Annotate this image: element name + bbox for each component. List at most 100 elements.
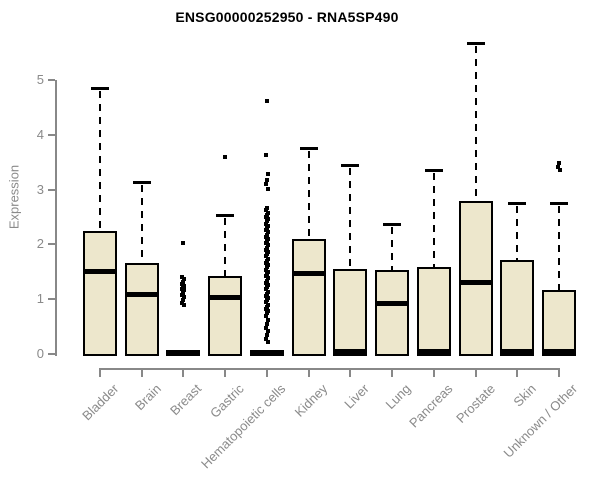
outlier-point xyxy=(182,288,186,292)
x-tick xyxy=(308,368,310,377)
median-brain xyxy=(125,292,159,297)
x-tick xyxy=(182,368,184,377)
y-tick xyxy=(48,353,55,355)
box-lung xyxy=(375,270,409,356)
y-tick xyxy=(48,189,55,191)
whisker-cap-kidney xyxy=(300,147,318,150)
x-tick xyxy=(224,368,226,377)
whisker-liver xyxy=(349,168,351,270)
outlier-point xyxy=(264,208,268,212)
whisker-cap-unknown-other xyxy=(550,202,568,205)
x-axis-line xyxy=(99,368,560,370)
whisker-cap-brain xyxy=(133,181,151,184)
outlier-point xyxy=(265,219,269,223)
outlier-point xyxy=(264,300,268,304)
y-axis-line xyxy=(55,80,57,356)
whisker-cap-gastric xyxy=(216,214,234,217)
whisker-brain xyxy=(141,185,143,265)
outlier-point xyxy=(264,314,268,318)
median-pancreas xyxy=(417,349,451,354)
median-bladder xyxy=(83,269,117,274)
outlier-point xyxy=(266,243,270,247)
box-brain xyxy=(125,263,159,356)
x-axis-label-unknown-other: Unknown / Other xyxy=(501,381,581,461)
y-tick xyxy=(48,298,55,300)
median-breast xyxy=(166,350,200,355)
outlier-point xyxy=(557,161,561,165)
x-axis-label-liver: Liver xyxy=(341,381,372,412)
x-tick xyxy=(558,368,560,377)
outlier-point xyxy=(266,276,270,280)
box-kidney xyxy=(292,239,326,356)
outlier-point xyxy=(266,340,270,344)
x-axis-label-bladder: Bladder xyxy=(79,381,122,424)
whisker-gastric xyxy=(224,218,226,277)
box-bladder xyxy=(83,231,117,356)
outlier-point xyxy=(558,168,562,172)
chart-title: ENSG00000252950 - RNA5SP490 xyxy=(175,9,399,25)
whisker-cap-prostate xyxy=(467,42,485,45)
x-axis-label-gastric: Gastric xyxy=(206,381,247,421)
whisker-cap-skin xyxy=(508,202,526,205)
outlier-point xyxy=(265,178,269,182)
y-tick-label: 2 xyxy=(36,236,44,251)
x-tick xyxy=(141,368,143,377)
outlier-point xyxy=(182,277,186,281)
whisker-cap-liver xyxy=(341,164,359,167)
outlier-point xyxy=(266,329,270,333)
y-tick xyxy=(48,243,55,245)
median-unknown-other xyxy=(542,349,576,354)
outlier-point xyxy=(182,303,186,307)
y-tick-label: 3 xyxy=(36,182,44,197)
x-axis-label-kidney: Kidney xyxy=(291,381,331,420)
median-kidney xyxy=(292,271,326,276)
whisker-prostate xyxy=(475,46,477,202)
outlier-point xyxy=(181,298,185,302)
x-tick xyxy=(391,368,393,377)
x-axis-label-lung: Lung xyxy=(382,381,414,413)
median-skin xyxy=(500,349,534,354)
box-liver xyxy=(333,269,367,356)
whisker-pancreas xyxy=(433,173,435,269)
whisker-bladder xyxy=(99,91,101,233)
x-axis-label-breast: Breast xyxy=(167,381,205,419)
x-tick xyxy=(516,368,518,377)
outlier-point xyxy=(265,322,269,326)
outlier-point xyxy=(266,172,270,176)
y-tick xyxy=(48,79,55,81)
box-unknown-other xyxy=(542,290,576,356)
x-tick xyxy=(349,368,351,377)
outlier-point xyxy=(264,287,268,291)
whisker-cap-lung xyxy=(383,223,401,226)
outlier-point xyxy=(265,99,269,103)
outlier-point xyxy=(266,318,270,322)
outlier-point xyxy=(264,326,268,330)
outlier-point xyxy=(265,333,269,337)
median-liver xyxy=(333,349,367,354)
box-skin xyxy=(500,260,534,356)
outlier-point xyxy=(264,254,268,258)
x-axis-label-brain: Brain xyxy=(131,381,164,414)
y-tick-label: 4 xyxy=(36,127,44,142)
whisker-cap-pancreas xyxy=(425,169,443,172)
median-lung xyxy=(375,301,409,306)
median-prostate xyxy=(459,280,493,285)
x-axis-label-prostate: Prostate xyxy=(452,381,498,426)
outlier-point xyxy=(182,295,186,299)
x-tick xyxy=(433,368,435,377)
outlier-point xyxy=(223,155,227,159)
outlier-point xyxy=(265,265,269,269)
median-hematopoietic-cells xyxy=(250,350,284,355)
x-axis-label-pancreas: Pancreas xyxy=(406,381,456,431)
whisker-skin xyxy=(516,206,518,263)
outlier-point xyxy=(266,230,270,234)
outlier-point xyxy=(556,165,560,169)
median-gastric xyxy=(208,295,242,300)
y-tick-label: 1 xyxy=(36,291,44,306)
whisker-kidney xyxy=(308,151,310,241)
box-gastric xyxy=(208,276,242,356)
x-axis-label-skin: Skin xyxy=(510,381,539,410)
whisker-lung xyxy=(391,227,393,272)
